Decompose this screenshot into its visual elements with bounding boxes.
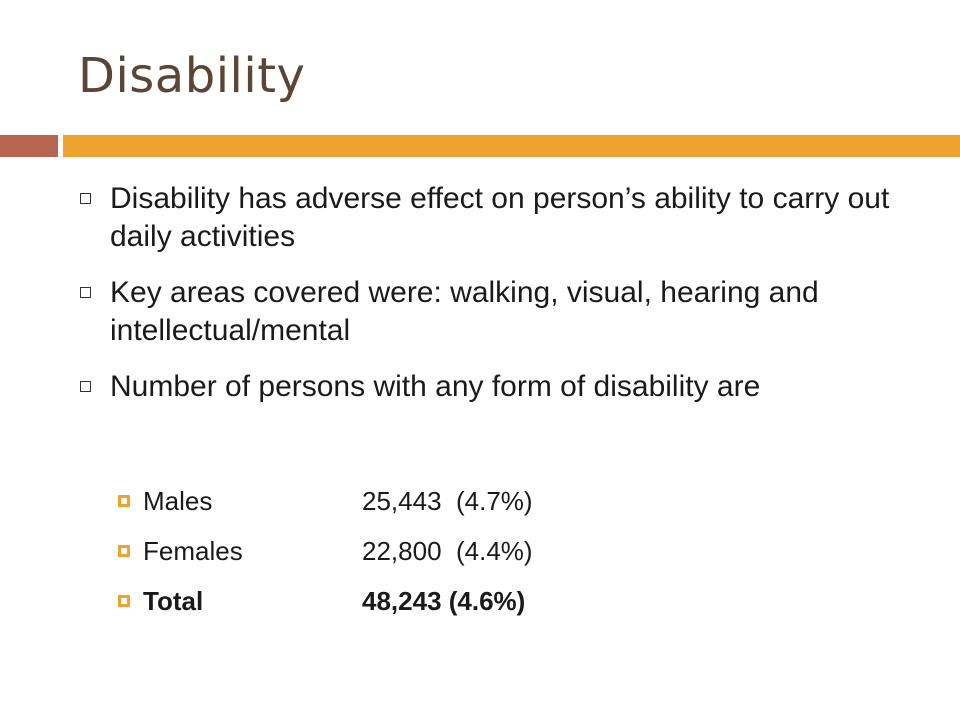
bullet-item: Key areas covered were: walking, visual,… — [80, 274, 940, 350]
bullet-item: Disability has adverse effect on person’… — [80, 180, 940, 256]
bullet-text: Key areas covered were: walking, visual,… — [110, 276, 819, 347]
square-outline-icon — [80, 287, 91, 298]
square-filled-icon — [118, 595, 130, 607]
bullet-list: Disability has adverse effect on person’… — [80, 180, 940, 424]
accent-bar-left — [0, 135, 58, 157]
square-outline-icon — [80, 193, 91, 204]
sub-bullet-value: 48,243 (4.6%) — [362, 586, 526, 616]
sub-bullet-label: Females — [143, 536, 243, 566]
sub-bullet-label: Total — [143, 586, 204, 616]
square-filled-icon — [118, 545, 130, 557]
square-filled-icon — [118, 495, 130, 507]
accent-bar-right — [63, 135, 960, 157]
bullet-item: Number of persons with any form of disab… — [80, 368, 940, 406]
bullet-text: Number of persons with any form of disab… — [110, 370, 761, 403]
slide-title: Disability — [78, 48, 306, 104]
bullet-text: Disability has adverse effect on person’… — [110, 182, 890, 253]
sub-bullet-value: 22,800 (4.4%) — [362, 536, 533, 566]
square-outline-icon — [80, 381, 91, 392]
sub-bullet-value: 25,443 (4.7%) — [362, 486, 533, 516]
sub-bullet-label: Males — [143, 486, 213, 516]
